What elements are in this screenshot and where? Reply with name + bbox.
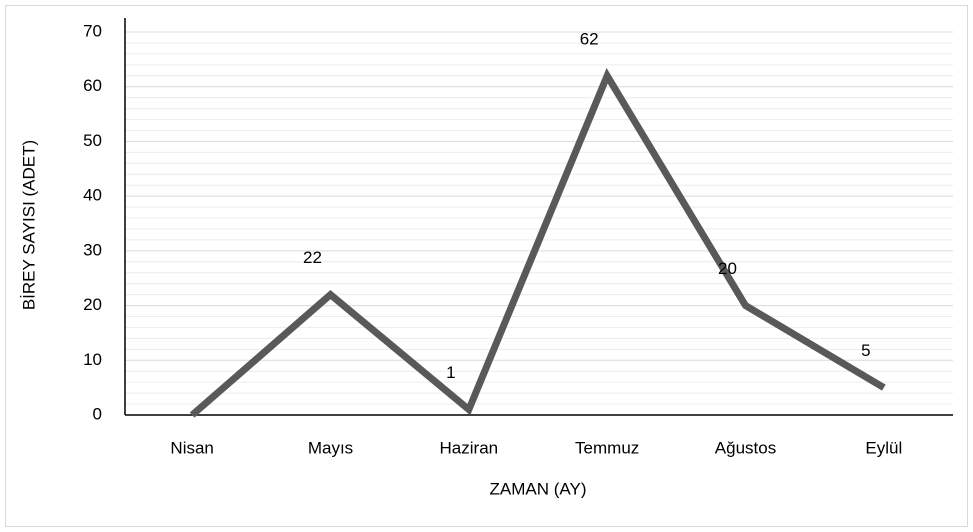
x-tick-label: Temmuz [575, 438, 639, 457]
y-tick-label: 10 [83, 350, 102, 369]
data-label: 1 [446, 363, 455, 382]
y-tick-label: 70 [83, 21, 102, 40]
data-line [189, 68, 886, 418]
y-tick-label: 0 [93, 404, 102, 423]
y-tick-label: 20 [83, 295, 102, 314]
x-tick-label: Haziran [440, 438, 499, 457]
y-tick-label: 50 [83, 131, 102, 150]
x-tick-label: Eylül [865, 438, 902, 457]
chart-frame [5, 5, 968, 527]
y-tick-label: 30 [83, 240, 102, 259]
y-axis-label: BİREY SAYISI (ADET) [19, 140, 38, 310]
data-label: 62 [580, 29, 599, 48]
x-tick-label: Ağustos [715, 438, 776, 457]
y-tick-label: 40 [83, 186, 102, 205]
x-tick-label: Nisan [170, 438, 213, 457]
data-label: 22 [303, 248, 322, 267]
data-label: 5 [861, 341, 870, 360]
x-tick-label: Mayıs [308, 438, 353, 457]
x-axis-label: ZAMAN (AY) [490, 479, 587, 498]
y-tick-label: 60 [83, 76, 102, 95]
data-label: 20 [718, 259, 737, 278]
